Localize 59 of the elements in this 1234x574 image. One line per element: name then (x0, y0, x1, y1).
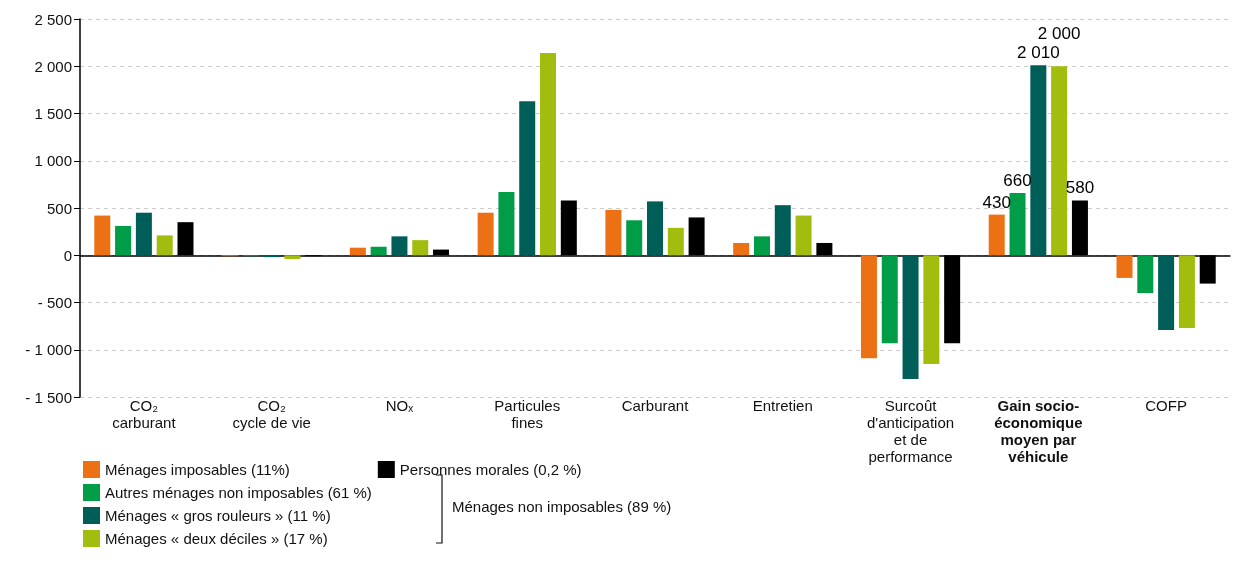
bar (115, 225, 132, 256)
bar (733, 242, 750, 256)
bar (1178, 255, 1195, 329)
bar (647, 201, 663, 256)
data-label: 2 000 (1037, 24, 1081, 44)
bar (1030, 65, 1047, 256)
bar (284, 255, 301, 260)
data-label: 2 010 (1017, 43, 1060, 63)
x-tick-label: CO₂ cycle de vie (232, 397, 311, 431)
y-tick-label: 1 500 (34, 105, 72, 122)
x-tick-label: NOₓ (385, 397, 414, 414)
bar (349, 247, 366, 256)
x-tick-label: Surcoût d'anticipation et de performance (867, 397, 955, 465)
bar (860, 255, 877, 359)
text: Ménages non imposables (89 %) (452, 498, 672, 515)
y-tick-label: 2 000 (34, 57, 72, 75)
bar (626, 220, 643, 256)
bar (540, 53, 557, 256)
bar (370, 246, 387, 256)
x-tick-label: Particules fines (494, 397, 561, 431)
y-tick-label: 1 000 (34, 152, 72, 170)
x-tick-label: Entretien (752, 397, 813, 414)
bar (923, 255, 940, 364)
bar (1051, 66, 1068, 256)
x-tick-label: COFP (1145, 397, 1187, 414)
bar (94, 215, 111, 256)
legend-label: Ménages « gros rouleurs » (11 %) (105, 507, 331, 524)
y-tick-label: 500 (46, 199, 72, 217)
bar (519, 101, 536, 256)
bar (988, 214, 1005, 256)
bar (1158, 255, 1175, 330)
x-tick-label: Gain socio- économique moyen par véhicule (994, 397, 1083, 465)
bar (795, 215, 812, 256)
x-tick-label: CO₂ carburant (112, 397, 177, 431)
bar (498, 191, 515, 256)
legend-label: Personnes morales (0,2 %) (399, 461, 582, 478)
bar (477, 212, 494, 256)
bar (1009, 192, 1026, 256)
bar (667, 227, 684, 256)
bar (902, 255, 919, 380)
bar (135, 212, 152, 256)
bar (1137, 255, 1154, 294)
legend-label: Autres ménages non imposables (61 %) (105, 484, 372, 501)
bar (412, 240, 429, 256)
y-tick-label: 0 (63, 246, 72, 264)
y-tick-label: - 500 (37, 294, 72, 311)
bar (605, 209, 622, 256)
bar (774, 205, 791, 256)
legend-label: Ménages imposables (11%) (105, 461, 290, 478)
bar (156, 235, 173, 256)
bar (1116, 255, 1133, 278)
legend-label: Ménages « deux déciles » (17 %) (105, 530, 328, 547)
bar (881, 255, 898, 344)
x-tick-label: Carburant (621, 397, 690, 414)
bar (391, 236, 408, 256)
bar (753, 236, 770, 256)
y-tick-label: - 1 500 (25, 388, 72, 406)
y-tick-label: - 1 000 (25, 341, 72, 359)
y-tick-label: 2 500 (34, 10, 72, 28)
